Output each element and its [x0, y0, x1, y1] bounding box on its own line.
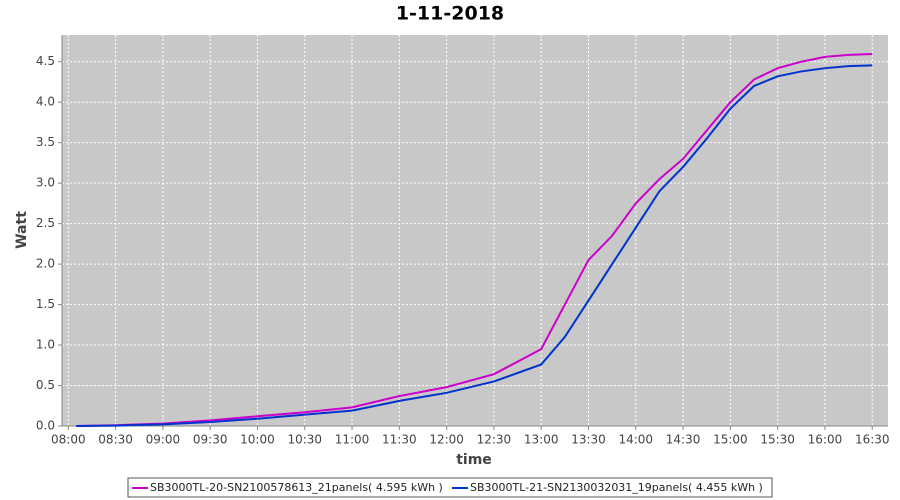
plot-area [62, 35, 888, 426]
x-tick-label: 11:30 [382, 433, 417, 447]
x-axis-label: time [456, 452, 492, 468]
x-tick-label: 11:00 [335, 433, 370, 447]
x-tick-label: 10:00 [240, 433, 275, 447]
series-line [76, 64, 873, 427]
x-tick-label: 15:00 [713, 433, 748, 447]
chart-title: 1-11-2018 [396, 3, 504, 25]
x-tick-label: 12:00 [429, 433, 464, 447]
y-tick-label: 4.5 [36, 54, 55, 68]
y-tick-label: 0.0 [36, 419, 55, 433]
x-tick-label: 16:00 [808, 433, 843, 447]
x-tick-label: 10:30 [287, 433, 322, 447]
y-tick-label: 3.0 [36, 176, 55, 190]
x-tick-label: 13:30 [571, 433, 606, 447]
y-tick-label: 2.0 [36, 257, 55, 271]
legend-label: SB3000TL-20-SN2100578613_21panels( 4.595… [150, 481, 443, 494]
x-tick-label: 13:00 [524, 433, 559, 447]
x-tick-label: 14:30 [666, 433, 701, 447]
y-axis-label: Watt [14, 211, 30, 249]
y-tick-label: 0.5 [36, 378, 55, 392]
x-tick-label: 08:00 [51, 433, 86, 447]
y-tick-label: 1.5 [36, 297, 55, 311]
x-tick-label: 08:30 [98, 433, 133, 447]
x-tick-label: 16:30 [855, 433, 890, 447]
x-tick-label: 09:00 [146, 433, 181, 447]
x-tick-label: 09:30 [193, 433, 228, 447]
y-tick-label: 1.0 [36, 338, 55, 352]
y-tick-label: 4.0 [36, 95, 55, 109]
x-tick-label: 15:30 [760, 433, 795, 447]
legend [127, 477, 773, 498]
legend-label: SB3000TL-21-SN2130032031_19panels( 4.455… [470, 481, 763, 494]
x-tick-label: 14:00 [618, 433, 653, 447]
y-tick-label: 2.5 [36, 216, 55, 230]
y-tick-label: 3.5 [36, 135, 55, 149]
series-line [76, 53, 873, 427]
x-tick-label: 12:30 [477, 433, 512, 447]
